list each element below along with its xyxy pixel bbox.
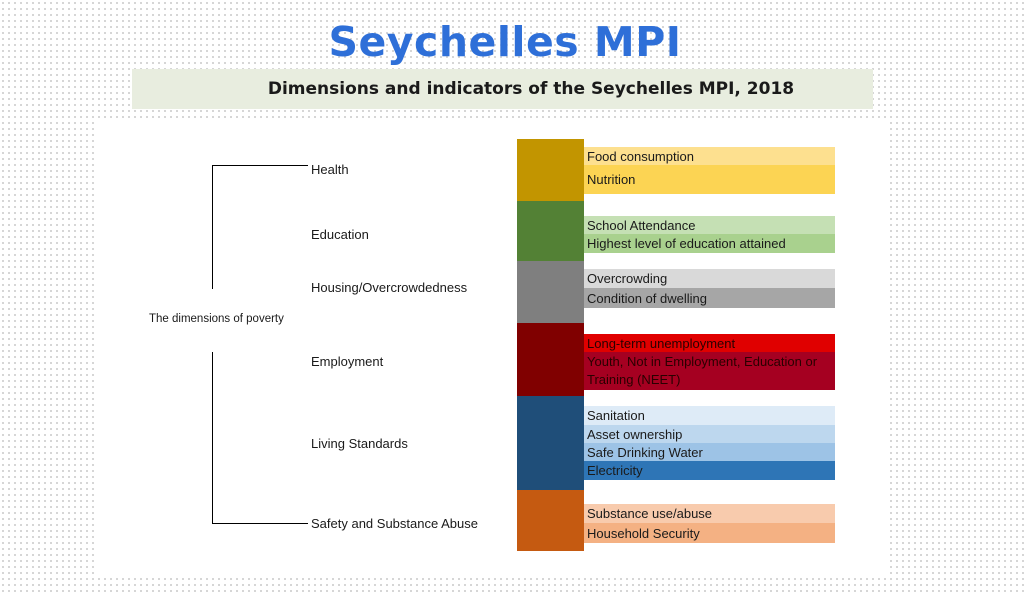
tree-branch-health bbox=[212, 165, 308, 166]
subtitle: Dimensions and indicators of the Seychel… bbox=[267, 79, 795, 99]
tree-vertical-bottom bbox=[212, 352, 213, 524]
dimension-label-employment: Employment bbox=[311, 354, 384, 369]
indicator-substance-use: Substance use/abuse bbox=[584, 504, 835, 523]
dimension-block-living-standards bbox=[517, 396, 584, 490]
dimension-label-living-standards: Living Standards bbox=[311, 436, 408, 451]
dimension-block-education bbox=[517, 201, 584, 261]
indicator-overcrowding: Overcrowding bbox=[584, 269, 835, 288]
dimension-label-housing: Housing/Overcrowdedness bbox=[311, 280, 468, 295]
dimension-block-health bbox=[517, 139, 584, 201]
indicator-condition-of-dwelling: Condition of dwelling bbox=[584, 288, 835, 308]
page-title: Seychelles MPI bbox=[328, 18, 682, 66]
dimension-label-education: Education bbox=[311, 227, 369, 242]
dimension-label-health: Health bbox=[311, 162, 349, 177]
indicator-asset-ownership: Asset ownership bbox=[584, 425, 835, 443]
indicator-sanitation: Sanitation bbox=[584, 406, 835, 425]
tree-vertical-top bbox=[212, 165, 213, 289]
indicator-safe-drinking-water: Safe Drinking Water bbox=[584, 443, 835, 461]
tree-branch-safety bbox=[212, 523, 308, 524]
dimension-block-safety bbox=[517, 490, 584, 551]
indicator-neet: Youth, Not in Employment, Education or T… bbox=[584, 352, 835, 390]
dimension-block-housing bbox=[517, 261, 584, 323]
indicator-long-term-unemployment: Long-term unemployment bbox=[584, 334, 835, 352]
dimension-label-safety: Safety and Substance Abuse bbox=[311, 516, 478, 531]
subtitle-banner bbox=[132, 69, 873, 109]
root-label: The dimensions of poverty bbox=[149, 313, 284, 325]
indicator-electricity: Electricity bbox=[584, 461, 835, 480]
indicator-food-consumption: Food consumption bbox=[584, 147, 835, 165]
dimension-block-employment bbox=[517, 323, 584, 396]
indicator-household-security: Household Security bbox=[584, 523, 835, 543]
indicator-nutrition: Nutrition bbox=[584, 165, 835, 194]
indicator-school-attendance: School Attendance bbox=[584, 216, 835, 234]
indicator-highest-education: Highest level of education attained bbox=[584, 234, 835, 253]
